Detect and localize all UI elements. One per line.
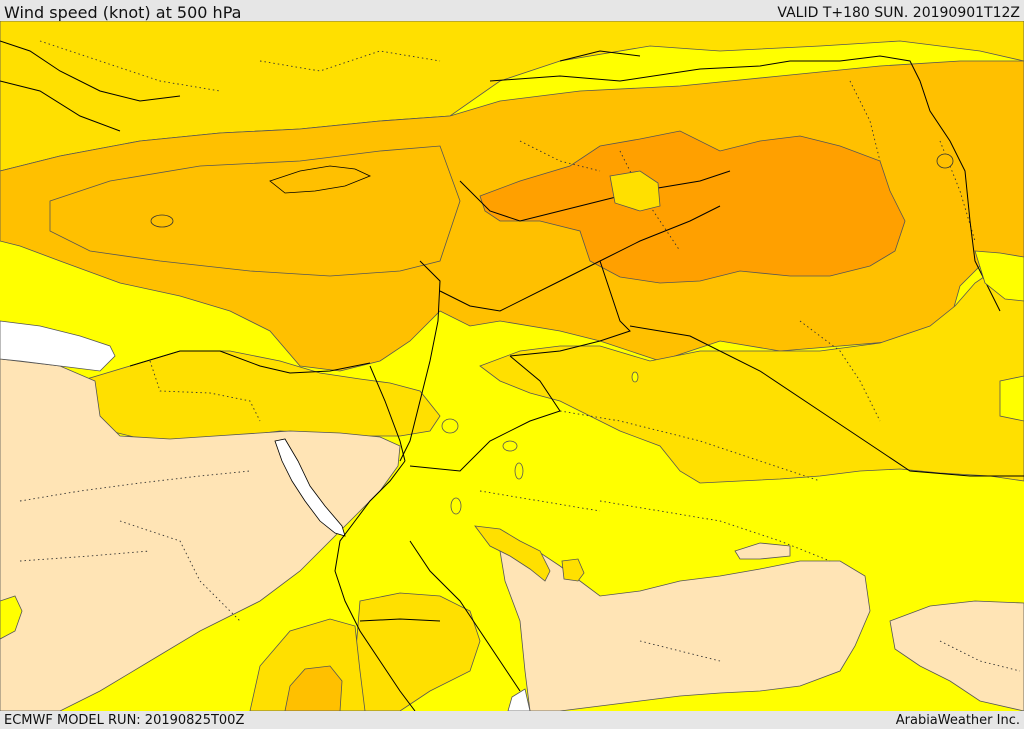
- credit: ArabiaWeather Inc.: [895, 713, 1020, 728]
- yellow-patch-northeast: [974, 250, 1024, 302]
- wind-zone-strong-sudan: [284, 665, 343, 711]
- small-features: [150, 153, 954, 228]
- wind-zone-calm-blob: [734, 542, 791, 560]
- model-run: ECMWF MODEL RUN: 20190825T00Z: [4, 713, 245, 728]
- internal-borders: [19, 40, 1021, 672]
- gold-blob-sinai: [474, 525, 551, 582]
- small-features-yellow: [441, 371, 639, 515]
- red-sea: [274, 438, 346, 537]
- wind-zone-moderate-east: [479, 260, 1024, 484]
- wind-zone-calm-egypt: [0, 358, 401, 711]
- wind-speed-map: [0, 21, 1024, 711]
- valid-time: VALID T+180 SUN. 20190901T12Z: [777, 5, 1020, 21]
- gold-blob-nw: [609, 170, 661, 212]
- map-title: Wind speed (knot) at 500 hPa: [4, 3, 242, 22]
- water-patch-west: [0, 320, 116, 372]
- national-borders: [0, 40, 1024, 711]
- water-patch-south: [507, 688, 531, 711]
- wind-zone-calm-arabia: [499, 545, 871, 711]
- cyprus: [269, 165, 372, 194]
- wind-zone-light-blob: [0, 595, 23, 640]
- yellow-patch-east: [999, 375, 1024, 422]
- wind-zone-calm-east: [889, 600, 1024, 711]
- gold-blob-south: [561, 558, 585, 582]
- wind-zone-stronger: [479, 130, 906, 284]
